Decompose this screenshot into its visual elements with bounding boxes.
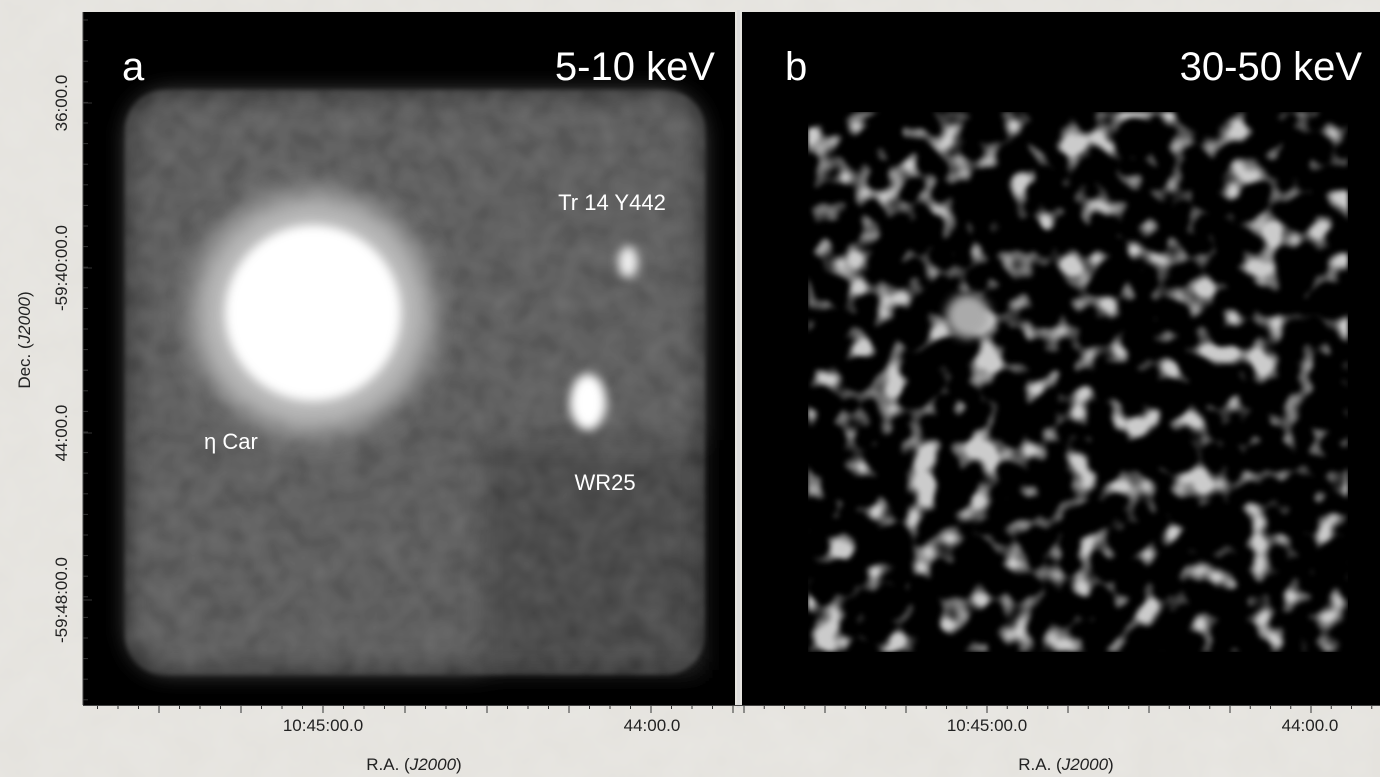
axes: 10:45:00.0 44:00.0R.A. (J2000)10:45:00.0 4… <box>15 10 1380 774</box>
x-axis-label-part: R.A. ( <box>366 755 410 774</box>
x-axis-label-part: ) <box>456 755 462 774</box>
x-axis-label-part: J2000 <box>1061 755 1109 774</box>
energy-band: 30-50 keV <box>1180 45 1363 89</box>
source-tr14 <box>618 246 638 278</box>
y-axis-label-part: J2000 <box>15 296 34 344</box>
source-label: WR25 <box>574 470 635 495</box>
source-label: η Car <box>204 429 258 454</box>
y-tick-label: -59:40:00.0 <box>52 225 71 311</box>
x-axis-label-part: ) <box>1108 755 1114 774</box>
x-tick-label: 10:45:00.0 <box>947 716 1027 735</box>
y-axis-label-part: Dec. ( <box>15 343 34 389</box>
x-tick-label: 44:00.0 <box>1282 716 1339 735</box>
panel-b: b 30-50 keV <box>742 12 1380 705</box>
x-axis-label-part: R.A. ( <box>1018 755 1062 774</box>
y-axis-label: Dec. (J2000) <box>15 291 34 388</box>
panel-letter: a <box>122 45 145 89</box>
source-label: Tr 14 Y442 <box>558 190 666 215</box>
y-tick-label: 44:00.0 <box>52 405 71 462</box>
source-eta-car-b <box>946 294 990 338</box>
source-wr25 <box>570 374 606 430</box>
noise-a <box>125 90 705 675</box>
x-tick-label: 44:00.0 <box>624 716 681 735</box>
y-tick-label: -59:48:00.0 <box>52 557 71 643</box>
y-axis-label-part: ) <box>15 291 34 297</box>
noise-b <box>808 112 1348 652</box>
x-tick-label: 10:45:00.0 <box>283 716 363 735</box>
panel-letter: b <box>785 45 807 89</box>
panel-a: a 5-10 keV Tr 14 Y442 η Car WR25 <box>83 12 735 705</box>
x-axis-label-part: J2000 <box>409 755 457 774</box>
y-tick-label: 36:00.0 <box>52 75 71 132</box>
x-axis-label: R.A. (J2000) <box>366 755 461 774</box>
x-axis-label: R.A. (J2000) <box>1018 755 1113 774</box>
energy-band: 5-10 keV <box>555 45 715 89</box>
source-eta-car <box>225 225 401 401</box>
